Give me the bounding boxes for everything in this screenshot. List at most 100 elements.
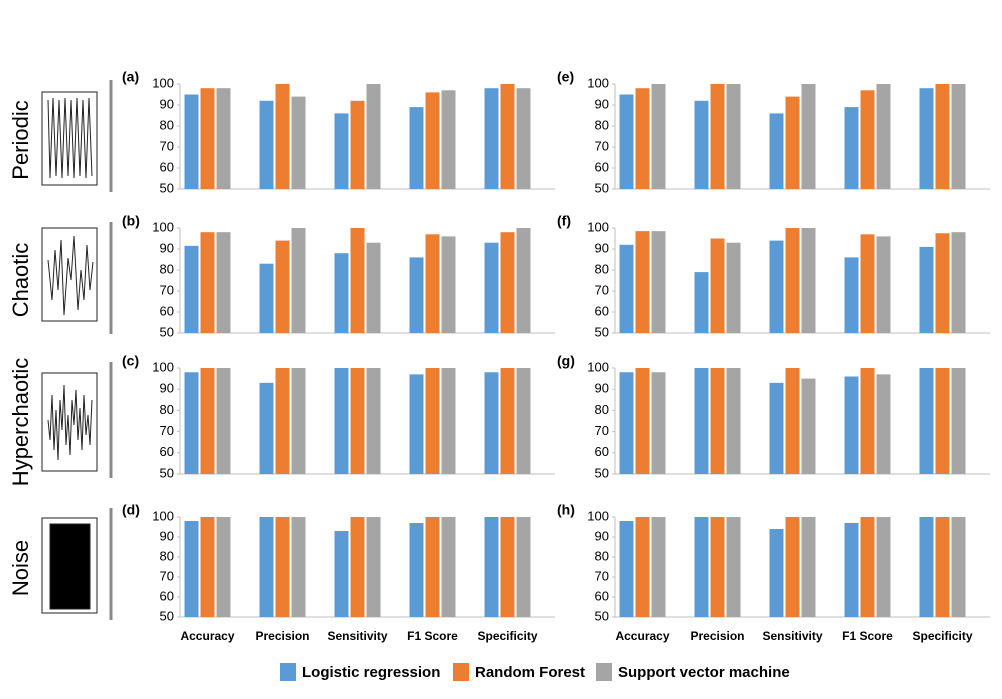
icon-frame (41, 227, 98, 322)
bar (366, 242, 381, 333)
bar (726, 84, 741, 189)
x-tick-label: F1 Score (407, 629, 458, 643)
bar (500, 517, 515, 617)
bar (635, 231, 650, 333)
bar (216, 232, 231, 333)
bar (651, 372, 666, 474)
bar (651, 84, 666, 189)
bar (441, 90, 456, 189)
y-tick-label: 100 (587, 219, 609, 234)
bar (516, 517, 531, 617)
y-tick-label: 90 (595, 528, 609, 543)
bar (694, 100, 709, 189)
x-tick-label: F1 Score (842, 629, 893, 643)
y-tick-label: 70 (595, 423, 609, 438)
bar (635, 517, 650, 617)
bar (710, 368, 725, 474)
bar (259, 100, 274, 189)
y-tick-label: 80 (595, 402, 609, 417)
bar (951, 84, 966, 189)
bar (635, 368, 650, 474)
bar (425, 234, 440, 333)
bar (844, 376, 859, 474)
x-tick-label: Precision (690, 629, 744, 643)
bar (200, 368, 215, 474)
legend-swatch (280, 663, 296, 681)
bar (619, 94, 634, 189)
bar (844, 257, 859, 333)
bar (184, 245, 199, 333)
y-tick-label: 90 (595, 240, 609, 255)
bar (951, 368, 966, 474)
bar (801, 517, 816, 617)
bar (860, 368, 875, 474)
bar (876, 236, 891, 333)
bar (860, 517, 875, 617)
y-tick-label: 50 (160, 180, 174, 195)
panel-label: (h) (557, 502, 575, 518)
icon-frame (41, 517, 98, 614)
bar (919, 88, 934, 189)
y-tick-label: 60 (595, 303, 609, 318)
bar (184, 94, 199, 189)
bar (259, 382, 274, 474)
y-tick-label: 80 (595, 117, 609, 132)
bar (785, 228, 800, 333)
bar (694, 517, 709, 617)
bar (425, 92, 440, 189)
y-tick-label: 70 (595, 568, 609, 583)
row-label: Chaotic (8, 243, 33, 318)
y-tick-label: 70 (160, 568, 174, 583)
legend-label: Random Forest (475, 664, 585, 681)
bar (769, 382, 784, 474)
bar (275, 517, 290, 617)
row-label: Noise (8, 540, 33, 596)
bar (409, 374, 424, 474)
y-tick-label: 80 (160, 261, 174, 276)
bar (366, 517, 381, 617)
bar (635, 88, 650, 189)
y-tick-label: 50 (160, 465, 174, 480)
y-tick-label: 80 (595, 548, 609, 563)
bar (259, 517, 274, 617)
bar (366, 368, 381, 474)
bar (935, 84, 950, 189)
bar (484, 517, 499, 617)
bar (785, 96, 800, 189)
bar (619, 521, 634, 617)
x-tick-label: Accuracy (180, 629, 234, 643)
bar (694, 272, 709, 333)
y-tick-label: 70 (160, 423, 174, 438)
bar (801, 228, 816, 333)
bar (860, 234, 875, 333)
panel-label: (c) (122, 353, 139, 369)
bar (935, 517, 950, 617)
y-tick-label: 60 (160, 444, 174, 459)
y-tick-label: 100 (152, 75, 174, 90)
bar (919, 517, 934, 617)
bar (769, 240, 784, 333)
bar (275, 368, 290, 474)
bar (200, 517, 215, 617)
bar (876, 517, 891, 617)
y-tick-label: 50 (595, 608, 609, 623)
bar (216, 368, 231, 474)
bar (710, 84, 725, 189)
bar (500, 232, 515, 333)
noise-icon (49, 523, 91, 610)
hyperchaotic-icon (47, 384, 93, 461)
bar (409, 257, 424, 333)
bar (291, 368, 306, 474)
bar (876, 84, 891, 189)
x-tick-label: Sensitivity (327, 629, 387, 643)
bar (484, 372, 499, 474)
y-tick-label: 100 (587, 508, 609, 523)
y-tick-label: 70 (160, 282, 174, 297)
bar (500, 84, 515, 189)
y-tick-label: 60 (595, 588, 609, 603)
y-tick-label: 80 (595, 261, 609, 276)
y-tick-label: 100 (152, 219, 174, 234)
bar (409, 107, 424, 189)
row-label: Periodic (8, 100, 33, 179)
